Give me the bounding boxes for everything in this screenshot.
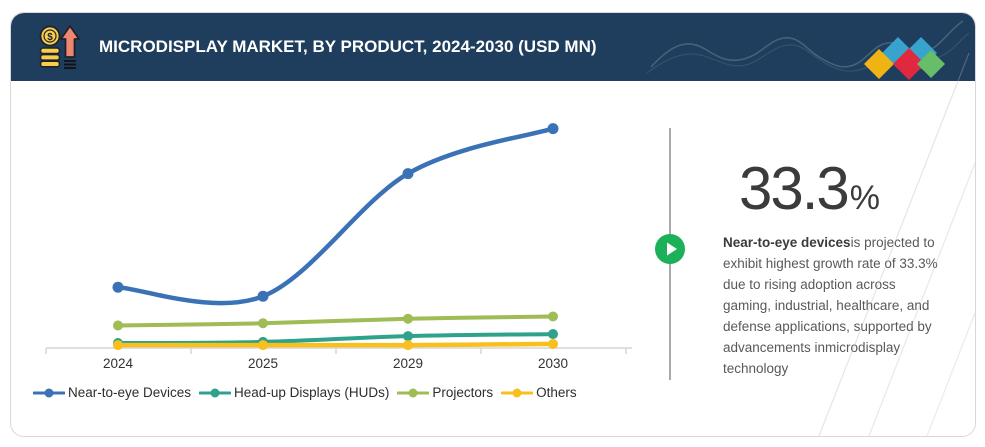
x-axis-label: 2030	[538, 356, 568, 371]
data-point	[112, 281, 124, 293]
legend-marker-icon	[397, 388, 430, 397]
legend-item: Head-up Displays (HUDs)	[199, 385, 389, 400]
data-point	[547, 123, 559, 135]
legend-item: Near-to-eye Devices	[33, 385, 191, 400]
x-axis-label: 2024	[103, 356, 134, 371]
legend-label: Projectors	[432, 385, 494, 400]
logo-diamond-green	[917, 50, 945, 78]
money-growth-icon: $	[37, 24, 83, 70]
legend-label: Others	[536, 385, 577, 400]
line-chart: 2024 2025 2029 2030	[11, 83, 671, 383]
series-line	[115, 341, 556, 348]
data-point	[258, 340, 268, 351]
legend-marker-icon	[501, 388, 534, 397]
growth-rate-number: 33.3	[739, 155, 850, 222]
growth-rate-value: 33.3%	[723, 159, 947, 219]
series-line	[116, 314, 555, 328]
series-line	[115, 126, 556, 306]
series-line	[116, 332, 555, 346]
highlight-description: Near-to-eye devicesis projected to exhib…	[723, 233, 943, 379]
legend-label: Head-up Displays (HUDs)	[234, 385, 390, 400]
data-point	[402, 168, 414, 180]
dollar-glyph: $	[47, 32, 53, 43]
highlight-panel: 33.3% Near-to-eye devicesis projected to…	[723, 159, 947, 379]
data-point	[548, 311, 558, 322]
chart-legend: Near-to-eye Devices Head-up Displays (HUD…	[33, 385, 577, 400]
play-icon	[655, 234, 685, 264]
logo-diamonds-icon	[864, 37, 945, 80]
data-point	[113, 340, 123, 351]
data-point	[548, 338, 558, 349]
x-axis-label: 2025	[248, 356, 278, 371]
legend-marker-icon	[199, 388, 232, 397]
highlight-body-text: is projected to exhibit highest growth r…	[723, 235, 938, 376]
legend-label: Near-to-eye Devices	[68, 385, 192, 400]
data-point	[403, 340, 413, 351]
data-point	[113, 320, 123, 331]
x-axis-label: 2029	[393, 356, 423, 371]
logo-diamond-red	[893, 48, 925, 80]
logo-diamond-yellow	[864, 49, 894, 79]
highlight-bold-text: Near-to-eye devices	[723, 235, 851, 250]
data-point	[258, 318, 268, 329]
data-point	[403, 313, 413, 324]
header-bar: $ MICRODISPLAY MARKET, BY PRODUCT, 2024-…	[11, 13, 975, 81]
infographic-card: $ MICRODISPLAY MARKET, BY PRODUCT, 2024-…	[10, 12, 976, 437]
legend-marker-icon	[33, 388, 65, 397]
data-point	[548, 329, 558, 340]
header-decoration	[643, 13, 973, 81]
legend-item: Others	[501, 385, 577, 400]
data-point	[403, 331, 413, 342]
legend-item: Projectors	[397, 385, 493, 400]
data-point	[257, 290, 269, 302]
chart-title: MICRODISPLAY MARKET, BY PRODUCT, 2024-20…	[99, 37, 597, 56]
percent-sign: %	[849, 179, 881, 217]
